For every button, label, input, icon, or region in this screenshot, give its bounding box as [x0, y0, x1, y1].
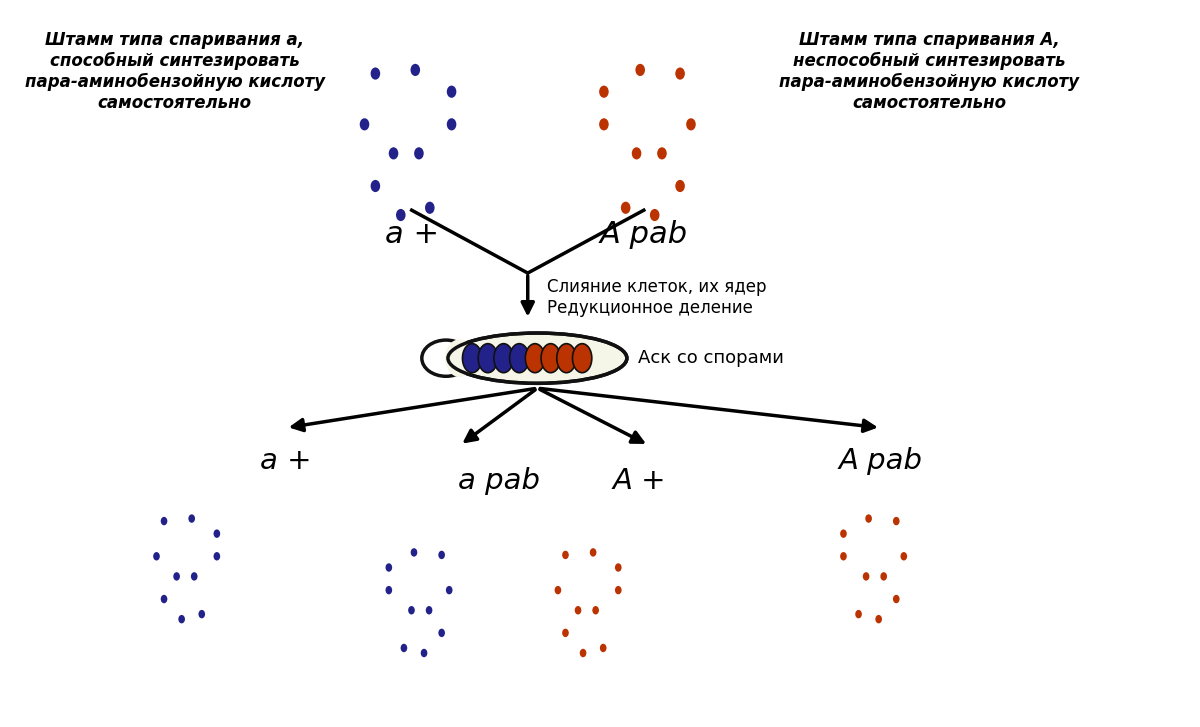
Ellipse shape: [414, 148, 424, 159]
Ellipse shape: [408, 606, 415, 614]
Ellipse shape: [445, 340, 474, 377]
Text: Штамм типа спаривания а,
способный синтезировать
пара-аминобензойную кислоту
сам: Штамм типа спаривания а, способный синте…: [25, 31, 325, 112]
Ellipse shape: [580, 648, 587, 657]
Ellipse shape: [371, 180, 380, 192]
Ellipse shape: [856, 610, 862, 619]
Ellipse shape: [446, 119, 456, 130]
Ellipse shape: [676, 180, 685, 192]
Text: Штамм типа спаривания А,
неспособный синтезировать
пара-аминобензойную кислоту
с: Штамм типа спаривания А, неспособный син…: [779, 31, 1079, 112]
Ellipse shape: [631, 148, 641, 159]
Text: a pab: a pab: [457, 467, 540, 494]
Text: Аск со спорами: Аск со спорами: [638, 349, 785, 367]
Ellipse shape: [161, 595, 167, 603]
Ellipse shape: [425, 201, 434, 214]
Ellipse shape: [526, 344, 545, 373]
Ellipse shape: [575, 606, 581, 614]
Ellipse shape: [554, 586, 562, 595]
Ellipse shape: [863, 572, 870, 581]
Ellipse shape: [401, 643, 407, 652]
Ellipse shape: [572, 344, 592, 373]
Ellipse shape: [198, 610, 205, 619]
Ellipse shape: [541, 344, 560, 373]
Ellipse shape: [881, 572, 887, 581]
Ellipse shape: [614, 586, 622, 595]
Text: A +: A +: [612, 467, 666, 494]
Ellipse shape: [446, 586, 452, 595]
Ellipse shape: [360, 119, 370, 130]
Ellipse shape: [562, 550, 569, 559]
Text: a +: a +: [385, 220, 439, 249]
Ellipse shape: [478, 344, 498, 373]
Ellipse shape: [438, 550, 445, 559]
Ellipse shape: [614, 563, 622, 571]
Text: A pab: A pab: [600, 220, 688, 249]
Ellipse shape: [385, 563, 392, 571]
Ellipse shape: [893, 517, 900, 526]
Ellipse shape: [448, 333, 626, 383]
Ellipse shape: [161, 517, 167, 526]
Ellipse shape: [396, 209, 406, 221]
Text: a +: a +: [260, 447, 312, 475]
Ellipse shape: [840, 529, 847, 538]
Ellipse shape: [410, 64, 420, 76]
Ellipse shape: [875, 615, 882, 623]
Ellipse shape: [893, 595, 900, 603]
Ellipse shape: [865, 514, 872, 523]
Ellipse shape: [191, 572, 198, 581]
Ellipse shape: [599, 86, 608, 98]
Ellipse shape: [214, 529, 220, 538]
Ellipse shape: [438, 629, 445, 637]
Ellipse shape: [676, 68, 685, 80]
Ellipse shape: [389, 148, 398, 159]
Text: Слияние клеток, их ядер
Редукционное деление: Слияние клеток, их ядер Редукционное дел…: [547, 278, 767, 317]
Ellipse shape: [593, 606, 599, 614]
Ellipse shape: [154, 552, 160, 561]
Ellipse shape: [557, 344, 576, 373]
Ellipse shape: [426, 606, 432, 614]
Ellipse shape: [446, 86, 456, 98]
Ellipse shape: [686, 119, 696, 130]
Ellipse shape: [179, 615, 185, 623]
Ellipse shape: [590, 548, 596, 557]
Ellipse shape: [599, 119, 608, 130]
Ellipse shape: [385, 586, 392, 595]
Ellipse shape: [510, 344, 529, 373]
Ellipse shape: [840, 552, 847, 561]
Ellipse shape: [635, 64, 644, 76]
Ellipse shape: [658, 148, 667, 159]
Ellipse shape: [422, 340, 470, 377]
Ellipse shape: [600, 643, 606, 652]
Ellipse shape: [214, 552, 220, 561]
Ellipse shape: [562, 629, 569, 637]
Ellipse shape: [421, 648, 427, 657]
Ellipse shape: [410, 548, 418, 557]
Ellipse shape: [462, 344, 481, 373]
Ellipse shape: [494, 344, 514, 373]
Ellipse shape: [620, 201, 630, 214]
Text: A pab: A pab: [839, 447, 923, 475]
Ellipse shape: [371, 68, 380, 80]
Ellipse shape: [900, 552, 907, 561]
Ellipse shape: [173, 572, 180, 581]
Ellipse shape: [650, 209, 660, 221]
Ellipse shape: [188, 514, 196, 523]
